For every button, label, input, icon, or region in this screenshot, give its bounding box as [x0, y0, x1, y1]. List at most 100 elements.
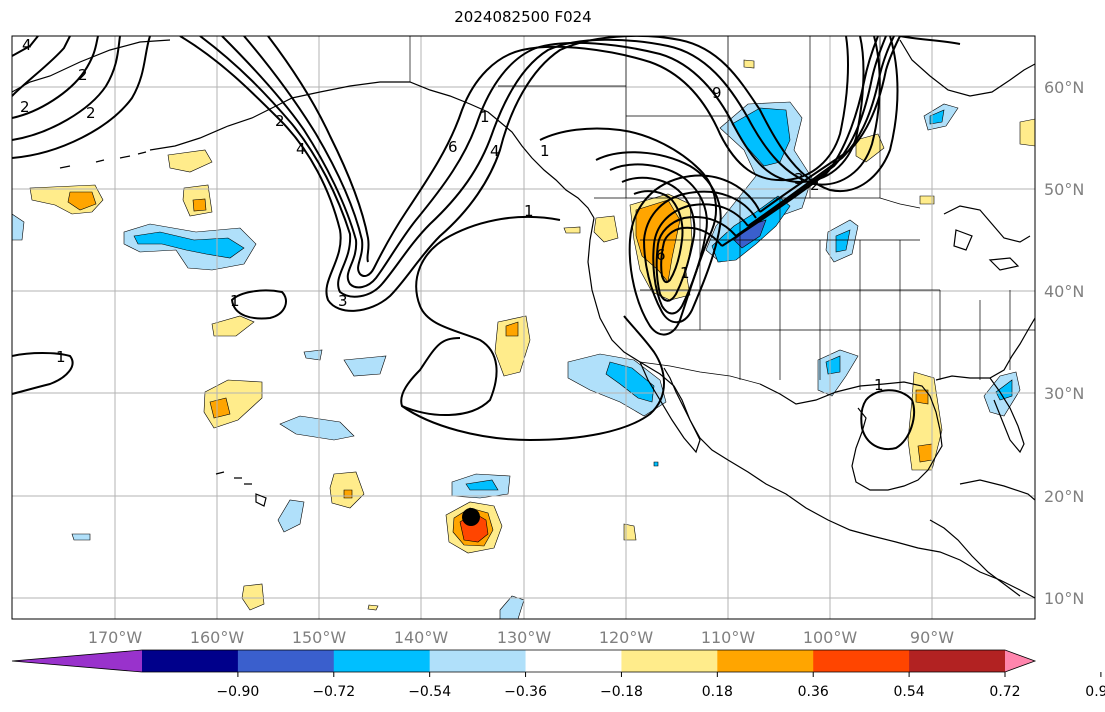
contour-label: 4 — [22, 36, 32, 54]
contour-line — [243, 36, 849, 277]
lon-label: 150°W — [292, 628, 347, 647]
aleutians — [59, 151, 147, 169]
contour-line — [12, 36, 99, 119]
colorbar-tick-label: 0.18 — [702, 684, 733, 700]
contour-line — [12, 36, 121, 141]
contour-line — [179, 36, 899, 312]
shade-negative — [465, 479, 499, 491]
shade-positive — [241, 583, 265, 611]
contour-line — [747, 36, 895, 227]
colorbar-tick-label: −0.90 — [216, 684, 259, 700]
colorbar-segment — [237, 650, 335, 672]
contour-label: 2 — [86, 104, 96, 122]
contour-line — [899, 36, 961, 45]
colorbar-segment — [429, 650, 527, 672]
shade-positive — [563, 226, 581, 234]
shade-positive — [343, 489, 353, 499]
west-coast — [587, 217, 1035, 599]
lon-label: 100°W — [803, 628, 858, 647]
colorbar-extend-low — [12, 650, 142, 672]
contour-labels: 4 2 2 2 2 1 4 6 9 1 3 1 6 3 2 1 1 1 4 1 — [20, 36, 884, 394]
shade-negative — [929, 109, 945, 125]
contour-line — [221, 36, 865, 289]
shade-positive — [494, 315, 531, 377]
graticule — [12, 36, 1035, 619]
colorbar-segment — [333, 650, 431, 672]
lon-label: 120°W — [599, 628, 654, 647]
central-america — [929, 519, 1021, 597]
shade-negative — [653, 461, 659, 467]
contour-label: 3 — [338, 292, 348, 310]
colorbar — [11, 649, 1037, 673]
contour-label: 6 — [448, 138, 458, 156]
colorbar-tick-label: 0.72 — [989, 684, 1020, 700]
contour-line — [12, 36, 39, 57]
colorbar-segment — [909, 650, 1006, 672]
lon-label: 160°W — [190, 628, 245, 647]
shade-positive — [367, 604, 379, 611]
alaska-north — [12, 39, 171, 93]
contour-line — [759, 36, 901, 213]
lat-label: 50°N — [1044, 180, 1084, 199]
colorbar-outline — [11, 649, 1037, 673]
shade-positive — [743, 59, 755, 69]
great-lakes — [943, 205, 1031, 271]
lat-label: 60°N — [1044, 78, 1084, 97]
contour-label: 1 — [540, 142, 550, 160]
contour-line — [595, 151, 757, 324]
shade-positive — [623, 523, 637, 541]
latitude-labels: 60°N 50°N 40°N 30°N 20°N 10°N — [1044, 78, 1084, 608]
shade-positive — [211, 315, 255, 337]
contour-line — [230, 289, 287, 320]
contours — [12, 36, 961, 450]
longitude-labels: 170°W 160°W 150°W 140°W 130°W 120°W 110°… — [88, 628, 954, 647]
contour-label: 2 — [810, 176, 820, 194]
shade-negative — [279, 415, 355, 441]
shade-negative — [499, 595, 525, 619]
cuba — [959, 479, 1035, 501]
map-title: 2024082500 F024 — [454, 8, 592, 26]
contour-label: 1 — [56, 348, 66, 366]
shade-negative — [303, 349, 323, 361]
shade-positive — [505, 321, 519, 337]
colorbar-tick-label: 0.36 — [798, 684, 829, 700]
anomaly-shading — [12, 59, 1035, 619]
contour-line — [633, 190, 723, 284]
contour-line — [735, 36, 887, 237]
contour-label: 2 — [20, 98, 30, 116]
east-coast — [935, 317, 1035, 381]
florida — [989, 377, 1025, 454]
shade-positive — [167, 149, 213, 173]
contour-label: 4 — [490, 142, 500, 160]
contour-label: 1 — [480, 108, 490, 126]
colorbar-tick-label: 0.90 — [1085, 684, 1105, 700]
colorbar-segment — [142, 650, 239, 672]
contour-label: 1 — [680, 264, 690, 282]
contour-label: 1 — [230, 292, 240, 310]
lon-label: 130°W — [497, 628, 552, 647]
shade-positive — [593, 215, 619, 243]
political-borders — [409, 36, 1035, 390]
colorbar-tick-label: 0.54 — [894, 684, 925, 700]
baja — [639, 361, 701, 454]
coastlines — [12, 39, 1035, 599]
contour-label: 2 — [78, 66, 88, 84]
lon-label: 90°W — [910, 628, 954, 647]
colorbar-tick-label: −0.54 — [408, 684, 451, 700]
contour-line — [12, 352, 74, 395]
contour-label: 1 — [874, 376, 884, 394]
shade-negative — [995, 379, 1013, 401]
shade-negative — [343, 355, 387, 377]
lon-label: 140°W — [394, 628, 449, 647]
contour-line — [267, 36, 370, 263]
shade-positive — [67, 191, 97, 211]
hawaii — [215, 471, 267, 507]
colorbar-tick-label: −0.18 — [600, 684, 643, 700]
contour-label: 6 — [656, 246, 666, 264]
canada-provinces — [498, 36, 881, 198]
shade-negative — [71, 533, 91, 541]
colorbar-tick-label: −0.72 — [312, 684, 355, 700]
hudson-bay — [899, 39, 1035, 97]
contour-line — [401, 315, 665, 442]
